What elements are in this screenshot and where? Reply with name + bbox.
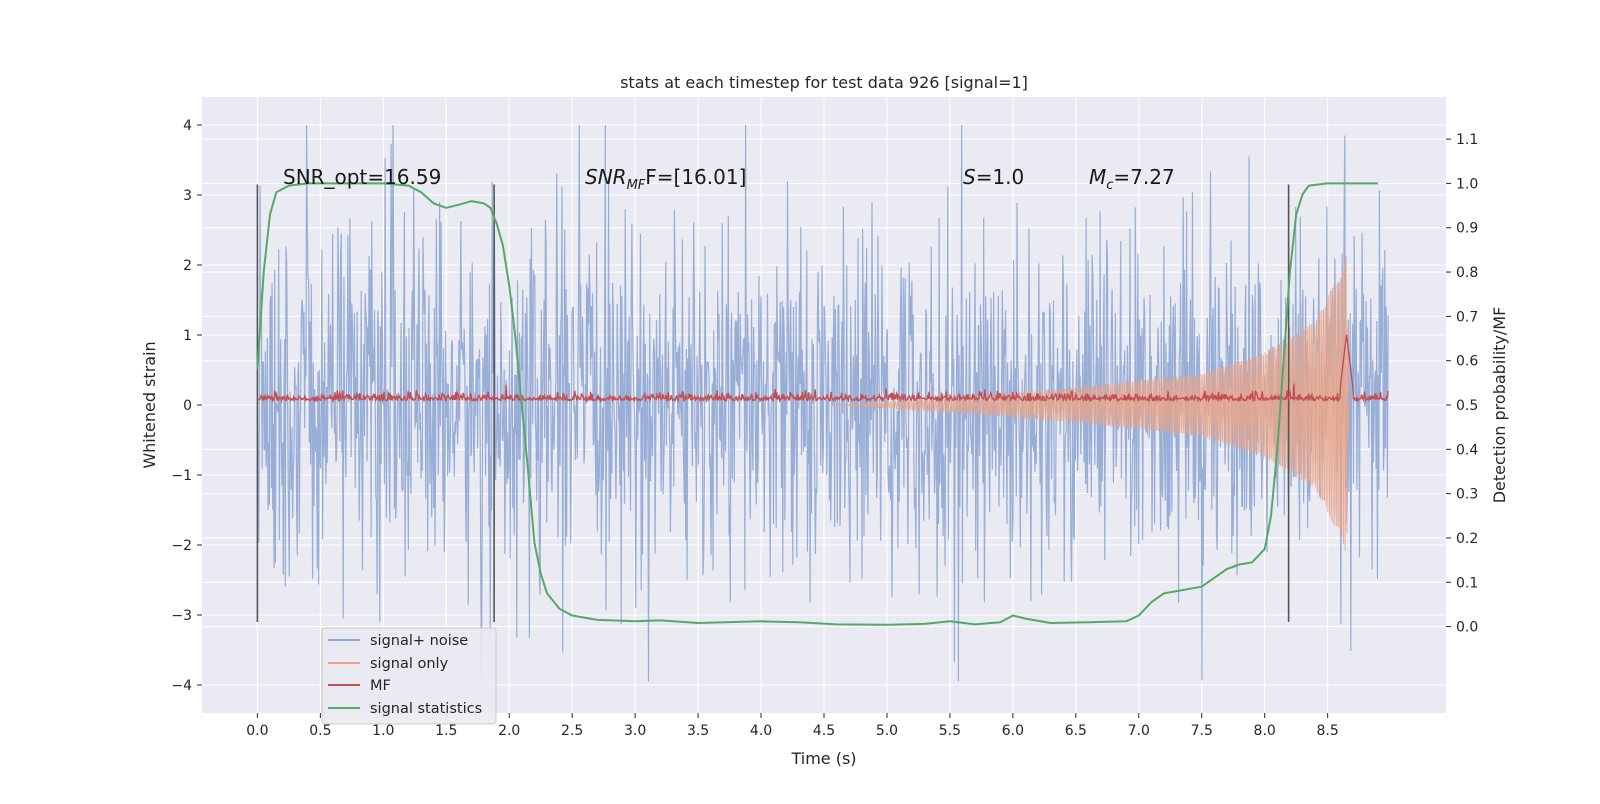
x-tick-label: 2.5 — [561, 723, 583, 739]
x-tick-label: 8.0 — [1254, 723, 1276, 739]
signal-statistics-line — [256, 182, 1378, 626]
y-left-tick-label: 1 — [183, 328, 192, 344]
x-axis-label: Time (s) — [790, 749, 856, 768]
y-axis-label-right: Detection probability/MF — [1490, 307, 1509, 504]
y-left-tick-label: 4 — [183, 118, 192, 134]
series-signal-only — [836, 255, 1350, 551]
x-tick-label: 2.0 — [498, 723, 520, 739]
annotation-mc-value: Mc=7.27 — [1089, 165, 1175, 193]
y-left-tick-label: 3 — [183, 188, 192, 204]
y-left-tick-label: −4 — [171, 678, 192, 694]
y-right-tick-label: 0.0 — [1456, 620, 1478, 636]
legend-label-signal-statistics: signal statistics — [370, 701, 482, 717]
x-tick-label: 4.0 — [750, 723, 772, 739]
y-right-tick-label: 0.6 — [1456, 354, 1478, 370]
x-tick-label: 1.0 — [372, 723, 394, 739]
legend-box — [321, 627, 497, 725]
chart-title: stats at each timestep for test data 926… — [620, 73, 1028, 92]
y-right-tick-label: 0.5 — [1456, 398, 1478, 414]
signal-only-line — [836, 255, 1350, 551]
y-right-tick-label: 0.1 — [1456, 575, 1478, 591]
series-signal-statistics — [256, 182, 1378, 626]
y-right-tick-label: 0.4 — [1456, 442, 1478, 458]
legend-label-signal-noise: signal+ noise — [370, 633, 468, 649]
legend-label-signal-only: signal only — [370, 656, 449, 672]
y-axis-label-left: Whitened strain — [140, 341, 159, 468]
tick-labels: 0.0 0.5 1.0 1.5 2.0 2.5 3.0 3.5 4.0 4.5 5.0 5.5 6.0 6… — [171, 118, 1478, 739]
x-tick-label: 6.5 — [1065, 723, 1087, 739]
y-right-tick-label: 1.1 — [1456, 132, 1478, 148]
y-right-tick-label: 0.8 — [1456, 265, 1478, 281]
x-tick-label: 3.5 — [687, 723, 709, 739]
legend-label-mf: MF — [370, 678, 391, 694]
y-left-tick-label: −1 — [171, 468, 192, 484]
annotation-snr-mf: SNRMFF=[16.01] — [585, 165, 746, 193]
y-left-tick-label: 0 — [183, 398, 192, 414]
x-tick-label: 5.5 — [939, 723, 961, 739]
y-right-tick-label: 0.9 — [1456, 221, 1478, 237]
x-tick-label: 0.5 — [309, 723, 331, 739]
y-right-tick-label: 0.2 — [1456, 531, 1478, 547]
y-left-tick-label: −2 — [171, 538, 192, 554]
x-tick-label: 7.0 — [1128, 723, 1150, 739]
y-right-tick-label: 0.3 — [1456, 487, 1478, 503]
x-tick-label: 5.0 — [876, 723, 898, 739]
x-tick-label: 1.5 — [435, 723, 457, 739]
x-tick-label: 3.0 — [624, 723, 646, 739]
y-left-tick-label: 2 — [183, 258, 192, 274]
x-tick-label: 6.0 — [1002, 723, 1024, 739]
annotation-s-value: S=1.0 — [963, 165, 1024, 189]
series-mf — [257, 334, 1389, 404]
legend: signal+ noise signal only MF signal stat… — [321, 627, 497, 725]
x-tick-label: 8.5 — [1317, 723, 1339, 739]
x-tick-label: 4.5 — [813, 723, 835, 739]
y-right-tick-label: 0.7 — [1456, 309, 1478, 325]
vertical-markers — [256, 184, 1290, 622]
y-left-tick-label: −3 — [171, 608, 192, 624]
mf-line — [257, 334, 1389, 404]
x-tick-label: 7.5 — [1191, 723, 1213, 739]
y-right-tick-label: 1.0 — [1456, 176, 1478, 192]
x-tick-label: 0.0 — [246, 723, 268, 739]
annotation-snr-opt: SNR_opt=16.59 — [283, 165, 441, 189]
